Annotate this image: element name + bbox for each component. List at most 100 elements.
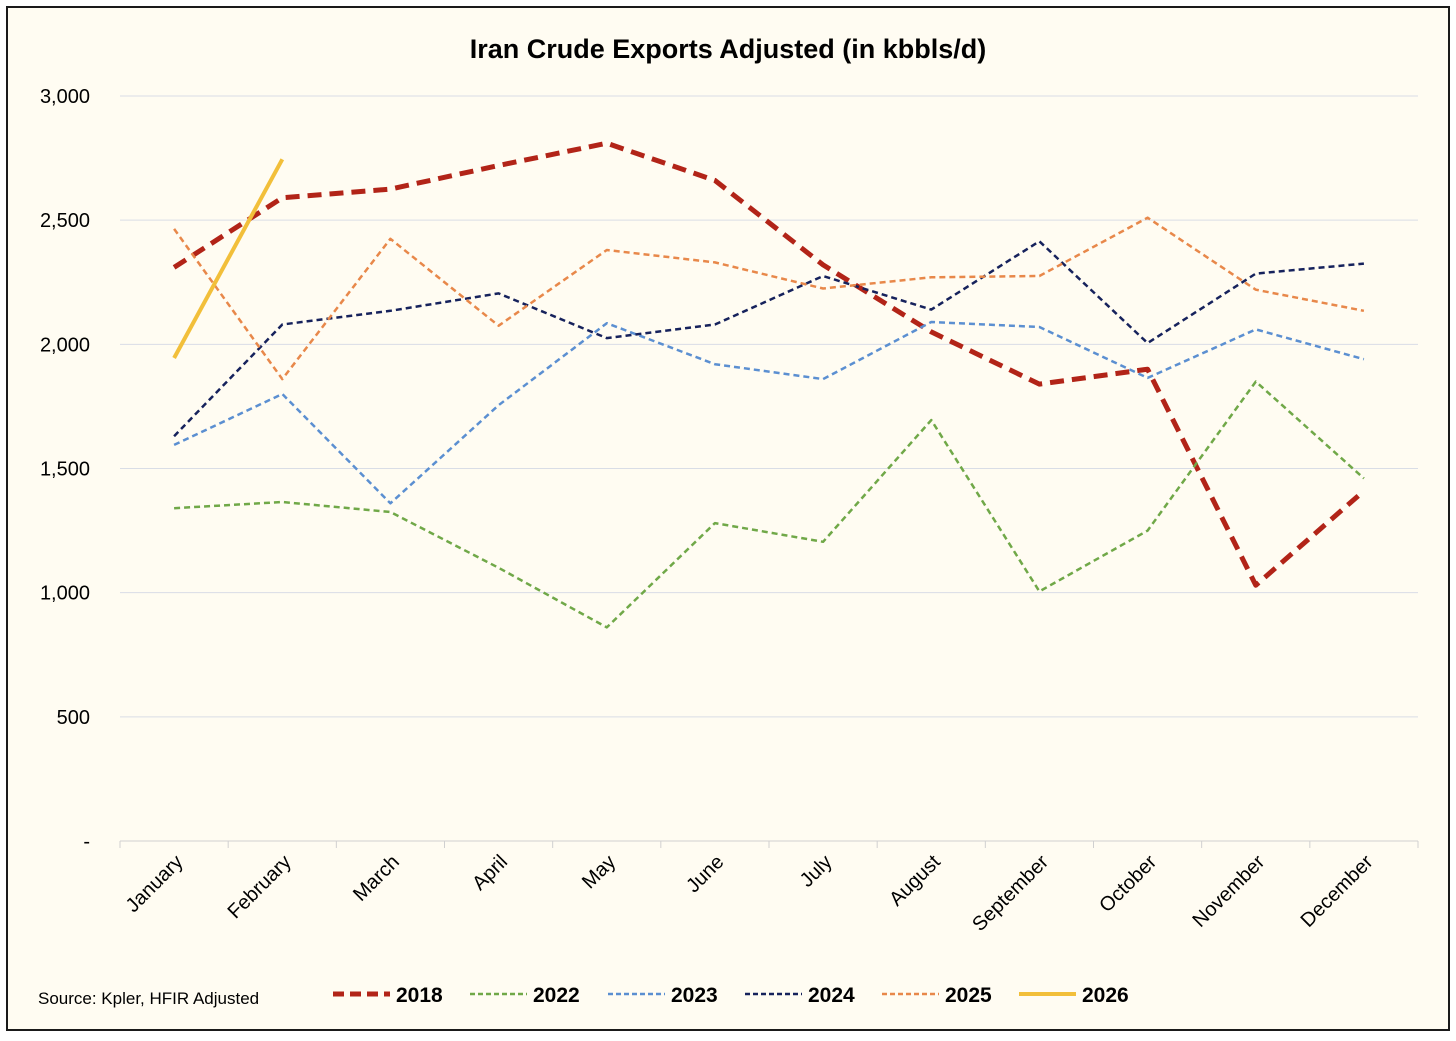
x-tick-label: March: [349, 851, 404, 906]
data-point-2025: [713, 261, 716, 264]
data-point-2018: [822, 263, 825, 266]
data-point-2022: [605, 626, 608, 629]
data-point-2023: [713, 363, 716, 366]
data-point-2018: [1038, 383, 1041, 386]
data-point-2023: [930, 321, 933, 324]
x-tick-label: June: [682, 851, 728, 897]
x-tick-label: February: [224, 851, 296, 923]
data-point-2025: [605, 249, 608, 252]
legend-label-2023: 2023: [671, 984, 718, 1007]
data-point-2023: [389, 502, 392, 505]
x-tick-label: August: [885, 851, 945, 911]
data-point-2022: [1146, 529, 1149, 532]
data-point-2018: [930, 330, 933, 333]
y-tick-label: 500: [57, 707, 90, 729]
data-point-2025: [497, 324, 500, 327]
series-line-2018: [172, 140, 1366, 588]
data-point-2024: [822, 275, 825, 278]
data-point-2023: [1254, 328, 1257, 331]
x-tick-label: April: [468, 851, 512, 895]
data-point-2018: [1146, 368, 1149, 371]
data-point-2018: [389, 188, 392, 191]
data-point-2022: [822, 540, 825, 543]
data-point-2024: [173, 435, 176, 438]
data-point-2026: [281, 158, 284, 161]
x-tick-label: January: [122, 851, 188, 917]
data-point-2022: [1362, 477, 1365, 480]
data-point-2022: [713, 522, 716, 525]
data-point-2018: [1362, 489, 1365, 492]
data-point-2025: [1254, 288, 1257, 291]
series-line-2022: [174, 380, 1365, 629]
data-point-2023: [497, 404, 500, 407]
series-line-2025: [173, 216, 1365, 381]
data-point-2025: [389, 237, 392, 240]
y-tick-label: 2,000: [40, 334, 90, 356]
data-point-2022: [1038, 590, 1041, 593]
data-point-2026: [173, 357, 176, 360]
data-point-2023: [281, 393, 284, 396]
x-tick-label: September: [968, 851, 1053, 936]
data-point-2018: [605, 142, 608, 145]
data-point-2022: [281, 501, 284, 504]
data-point-2024: [1146, 342, 1149, 345]
legend-label-2024: 2024: [808, 984, 855, 1007]
chart-title: Iran Crude Exports Adjusted (in kbbls/d): [470, 34, 987, 64]
data-point-2025: [1146, 216, 1149, 219]
x-tick-label: May: [578, 851, 620, 893]
source-note: Source: Kpler, HFIR Adjusted: [38, 989, 259, 1008]
data-point-2018: [281, 196, 284, 199]
y-tick-label: 3,000: [40, 86, 90, 108]
y-tick-label: -: [83, 831, 90, 853]
data-point-2023: [605, 322, 608, 325]
chart-frame: Iran Crude Exports Adjusted (in kbbls/d)…: [6, 6, 1450, 1031]
legend-label-2018: 2018: [396, 984, 443, 1007]
data-point-2023: [1038, 326, 1041, 329]
data-point-2024: [1038, 240, 1041, 243]
x-tick-label: July: [796, 851, 837, 892]
data-point-2018: [173, 266, 176, 269]
legend-label-2026: 2026: [1082, 984, 1129, 1007]
data-point-2018: [713, 179, 716, 182]
legend-label-2025: 2025: [945, 984, 992, 1007]
data-point-2024: [605, 337, 608, 340]
data-point-2022: [930, 419, 933, 422]
data-point-2023: [1146, 376, 1149, 379]
data-point-2018: [497, 164, 500, 167]
legend: 2018 2022 2023 2024 2025 2026: [333, 984, 1129, 1007]
data-point-2022: [389, 511, 392, 514]
data-point-2023: [822, 378, 825, 381]
y-tick-label: 1,000: [40, 583, 90, 605]
data-point-2022: [497, 566, 500, 569]
line-chart: Iran Crude Exports Adjusted (in kbbls/d)…: [38, 34, 1419, 1008]
data-point-2023: [1362, 358, 1365, 361]
data-point-2024: [1362, 262, 1365, 265]
series-line-2026: [172, 158, 285, 359]
data-point-2025: [173, 227, 176, 230]
data-point-2025: [281, 378, 284, 381]
data-point-2024: [281, 323, 284, 326]
data-point-2025: [822, 287, 825, 290]
data-point-2025: [930, 276, 933, 279]
series-line-2023: [173, 320, 1365, 505]
legend-label-2022: 2022: [533, 984, 580, 1007]
series-lines: [172, 140, 1366, 629]
data-point-2022: [1254, 380, 1257, 383]
y-tick-label: 2,500: [40, 210, 90, 232]
data-point-2025: [1038, 275, 1041, 278]
data-point-2025: [1362, 309, 1365, 312]
x-tick-label: November: [1188, 851, 1269, 932]
data-point-2018: [1254, 584, 1257, 587]
data-point-2022: [173, 507, 176, 510]
gridlines: [120, 95, 1418, 718]
data-point-2024: [497, 292, 500, 295]
series-line-2024: [173, 240, 1365, 438]
data-point-2024: [930, 308, 933, 311]
data-point-2024: [1254, 272, 1257, 275]
data-point-2024: [389, 309, 392, 312]
data-point-2023: [173, 443, 176, 446]
x-tick-label: October: [1095, 851, 1161, 917]
y-tick-label: 1,500: [40, 459, 90, 481]
axes: - 500 1,000 1,500 2,000 2,500 3,000 January Febr…: [40, 86, 1419, 936]
x-tick-label: December: [1297, 851, 1378, 932]
